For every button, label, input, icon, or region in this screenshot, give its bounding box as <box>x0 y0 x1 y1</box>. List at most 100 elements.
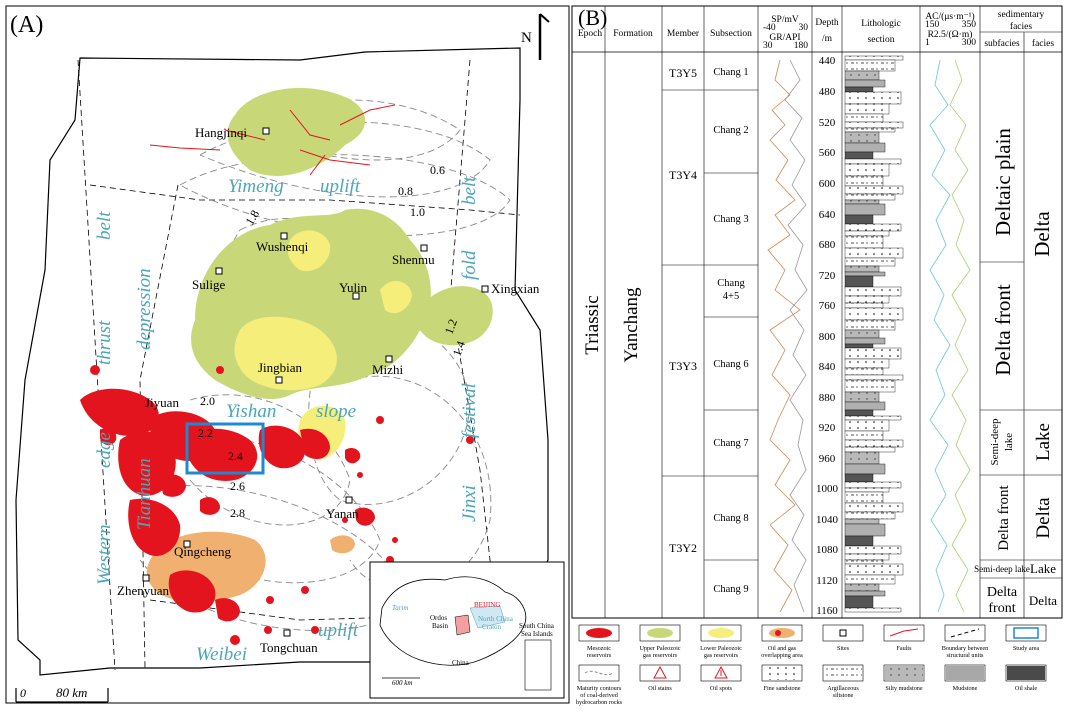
litho-bed <box>844 473 874 483</box>
panel-a-map: (A) N <box>5 5 570 704</box>
depth-760: 760 <box>819 300 836 312</box>
label-western: Western <box>94 524 115 585</box>
label-jinxi: Jinxi <box>459 485 480 522</box>
litho-bed <box>844 163 890 177</box>
litho-bed <box>844 379 896 393</box>
depth-920: 920 <box>819 422 836 434</box>
litho-bed <box>844 595 874 609</box>
header-formation: Formation <box>613 29 653 39</box>
formation-yanchang: Yanchang <box>621 287 642 363</box>
basin-outline <box>15 47 549 676</box>
south-china-sea-box <box>524 639 552 691</box>
header-sed2: facies <box>1010 21 1032 32</box>
label-weibei: Weibei <box>196 644 247 665</box>
litho-bed <box>844 199 880 205</box>
contour-1.4: 1.4 <box>450 339 468 358</box>
legend-label: Faults <box>896 645 912 652</box>
legend-item: Silty mudstone <box>883 664 925 692</box>
mesozoic-reservoirs <box>80 365 474 645</box>
header-epoch: Epoch <box>578 29 603 39</box>
litho-bed <box>844 343 874 349</box>
legend-icon <box>769 628 795 638</box>
panel-b-frame <box>571 5 1063 619</box>
legend-icon <box>763 666 801 680</box>
header-r: R2.5/(Ω·m) <box>928 29 973 40</box>
inset-scale: 600 km <box>392 679 412 687</box>
contour-2.2: 2.2 <box>198 426 213 440</box>
legend-item: Lower Paleozoic gas reservoirs <box>700 624 742 659</box>
litho-bed <box>844 302 884 309</box>
member-t3y5: T3Y5 <box>669 66 697 80</box>
legend-label: Mesozoic reservoirs <box>587 645 612 659</box>
legend-label: Maturity contours of coal-derived hydrocar… <box>576 685 623 706</box>
litho-bed <box>844 307 904 321</box>
depth-720: 720 <box>819 270 836 282</box>
structural-unit-labels: Western edge thrust belt Tianhuan depres… <box>94 176 480 665</box>
litho-bed <box>844 409 874 417</box>
header-gr-min: 30 <box>763 41 773 51</box>
header-sp: SP/mV <box>771 15 799 25</box>
north-label: N <box>521 30 532 46</box>
label-depression: depression <box>134 268 155 350</box>
label-tianhuan: Tianhuan <box>134 458 155 530</box>
label-thrust: thrust <box>94 320 115 365</box>
header-ac: AC/(μs·m⁻¹) <box>925 11 974 22</box>
legend-swatch <box>639 664 681 682</box>
litho-bed <box>844 446 896 453</box>
subsection-chang1: Chang 1 <box>713 67 748 78</box>
inset-beijing: BEIJING <box>474 601 500 609</box>
litho-bed <box>844 91 902 105</box>
litho-bed <box>844 545 902 555</box>
label-yimeng: Yimeng <box>228 176 284 197</box>
legend-label: Fine sandstone <box>764 685 801 692</box>
depth-520: 520 <box>819 117 836 129</box>
litho-bed <box>844 419 890 432</box>
subsection-chang3: Chang 3 <box>713 214 748 225</box>
subsection-column: Chang 1 Chang 2 Chang 3 Chang 4+5 Chang … <box>704 67 758 595</box>
legend-label: Argillaceous siltstone <box>827 685 859 699</box>
subfacies-delta-front-2: Delta front <box>996 484 1012 550</box>
depth-840: 840 <box>819 361 836 373</box>
header-r-max: 300 <box>962 38 977 48</box>
legend-label: Oil and gas overlapping area <box>761 645 803 659</box>
member-column: T3Y5 T3Y4 T3Y3 T3Y2 <box>662 66 704 555</box>
site-yanan: Yanan <box>326 506 359 521</box>
site-shenmu: Shenmu <box>392 252 435 267</box>
depth-1040: 1040 <box>816 514 839 526</box>
header-subfacies: subfacies <box>984 38 1020 49</box>
litho-bed <box>844 439 904 448</box>
faults <box>149 104 396 176</box>
subsection-chang45-a: Chang <box>717 278 745 289</box>
header-lithologic: Lithologic <box>861 19 901 29</box>
litho-bed <box>844 574 896 585</box>
epoch-triassic: Triassic <box>582 295 603 354</box>
legend-item: Oil stains <box>639 664 681 692</box>
legend-icon <box>708 628 734 638</box>
litho-bed <box>844 158 902 165</box>
ordos-basin-highlight <box>454 614 471 636</box>
header-r-min: 1 <box>925 38 930 48</box>
contour-1.2: 1.2 <box>442 317 460 336</box>
inset-basin: Basin <box>432 622 448 630</box>
contour-2.4: 2.4 <box>228 449 243 463</box>
legend-label: Silty mudstone <box>885 685 923 692</box>
inset-tarim: Tarim <box>392 604 408 612</box>
litho-bed <box>844 367 884 376</box>
litho-bed <box>844 203 886 216</box>
litho-bed <box>844 247 904 259</box>
subsection-chang6: Chang 6 <box>713 359 748 370</box>
litho-bed <box>844 121 904 129</box>
depth-960: 960 <box>819 453 836 465</box>
facies-delta-1: Delta <box>1030 211 1054 257</box>
litho-bed <box>844 55 904 61</box>
site-mizhi: Mizhi <box>372 362 403 377</box>
legend-icon <box>824 666 862 680</box>
north-china-craton <box>469 605 506 629</box>
depth-1080: 1080 <box>816 544 839 556</box>
header-ac-min: 150 <box>925 20 940 30</box>
header-sed1: sedimentary <box>998 10 1045 20</box>
litho-bed <box>844 463 886 475</box>
site-square-icon <box>345 496 353 504</box>
legend-item: Study area <box>1005 624 1047 652</box>
